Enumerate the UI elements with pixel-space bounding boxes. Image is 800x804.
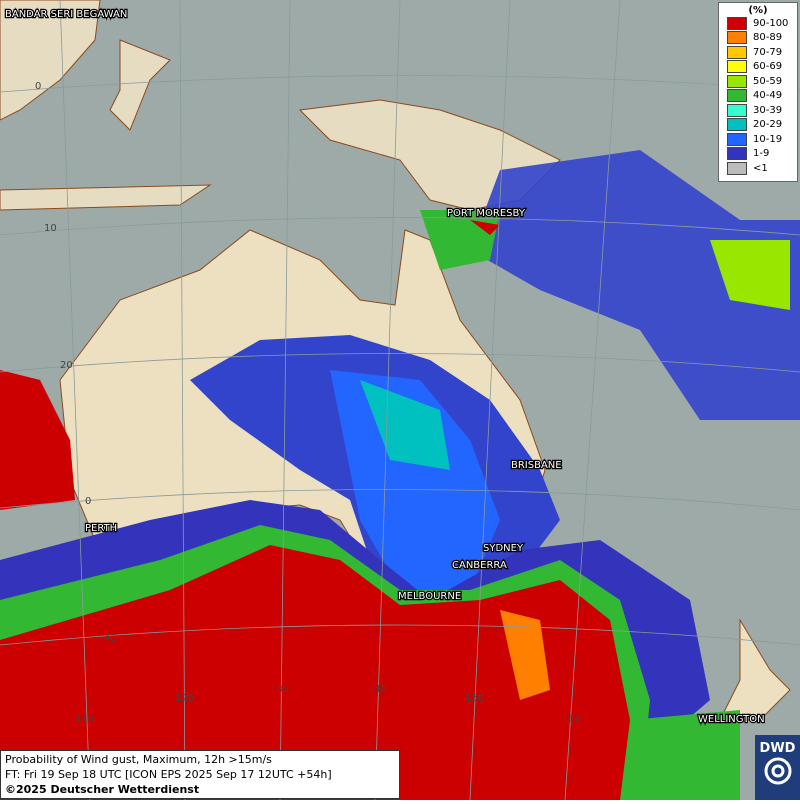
footer-copyright: ©2025 Deutscher Wetterdienst xyxy=(5,783,200,796)
legend-swatch xyxy=(727,161,747,175)
legend-entry: 60-69 xyxy=(727,60,797,75)
logo-text: DWD xyxy=(759,741,796,756)
prob-field-nz xyxy=(630,710,740,800)
city-label: PERTH xyxy=(85,523,117,534)
legend: (%) 90-100 80-89 70-79 60-69 50-59 40-49 30-39… xyxy=(718,2,798,182)
legend-swatch xyxy=(727,74,747,88)
land-sulawesi xyxy=(109,39,171,131)
longitude-label: 120 xyxy=(175,693,194,704)
prob-field-south-high xyxy=(0,545,630,800)
legend-swatch xyxy=(727,118,747,132)
city-label: BRISBANE xyxy=(511,460,562,471)
legend-label: 80-89 xyxy=(753,32,783,44)
logo: DWD xyxy=(755,735,800,800)
legend-label: 50-59 xyxy=(753,75,783,87)
legend-label: 1-9 xyxy=(753,148,770,160)
footer-title: Probability of Wind gust, Maximum, 12h >… xyxy=(5,753,272,766)
legend-label: 10-19 xyxy=(753,133,783,145)
longitude-label: 130 xyxy=(270,684,289,695)
longitude-label: 160 xyxy=(562,714,581,725)
legend-swatch xyxy=(727,16,747,30)
legend-entry: 20-29 xyxy=(727,118,797,133)
footer-forecast: FT: Fri 19 Sep 18 UTC [ICON EPS 2025 Sep… xyxy=(5,768,332,781)
legend-entry: 10-19 xyxy=(727,132,797,147)
city-label: WELLINGTON xyxy=(698,714,765,725)
legend-swatch xyxy=(727,45,747,59)
prob-field-orange xyxy=(500,610,550,700)
city-label: PORT MORESBY xyxy=(447,208,526,219)
longitude-label: 140 xyxy=(368,684,387,695)
prob-field-ne-green xyxy=(710,240,790,310)
legend-label: 70-79 xyxy=(753,46,783,58)
prob-field-png-red xyxy=(470,220,500,235)
legend-swatch xyxy=(727,147,747,161)
legend-label: 60-69 xyxy=(753,61,783,73)
prob-field-10 xyxy=(330,370,500,590)
land-islands xyxy=(0,184,212,211)
latitude-label: 0 xyxy=(85,496,91,507)
legend-swatch xyxy=(727,103,747,117)
legend-label: 40-49 xyxy=(753,90,783,102)
legend-title: (%) xyxy=(748,5,768,16)
legend-entry: 70-79 xyxy=(727,45,797,60)
legend-swatch xyxy=(727,60,747,74)
legend-label: <1 xyxy=(753,162,768,174)
legend-label: 20-29 xyxy=(753,119,783,131)
legend-entry: 40-49 xyxy=(727,89,797,104)
latitude-label: 40 xyxy=(104,633,117,644)
legend-swatch xyxy=(727,89,747,103)
prob-field-20 xyxy=(360,380,450,470)
legend-swatch xyxy=(727,132,747,146)
city-label: BANDAR SERI BEGAWAN xyxy=(5,9,127,20)
latitude-label: 10 xyxy=(44,223,57,234)
legend-entry: 80-89 xyxy=(727,31,797,46)
longitude-label: 150 xyxy=(465,693,484,704)
longitude-label: 110 xyxy=(75,714,94,725)
legend-entry: 1-9 xyxy=(727,147,797,162)
latitude-label: 20 xyxy=(60,360,73,371)
latitude-label: 0 xyxy=(35,81,41,92)
legend-entry: <1 xyxy=(727,161,797,176)
legend-entry: 50-59 xyxy=(727,74,797,89)
footer: Probability of Wind gust, Maximum, 12h >… xyxy=(0,750,400,799)
prob-field-west xyxy=(0,370,75,510)
legend-entry: 30-39 xyxy=(727,103,797,118)
land-new-zealand-north xyxy=(719,618,791,721)
legend-label: 30-39 xyxy=(753,104,783,116)
logo-icon xyxy=(764,757,791,785)
prob-field-northeast xyxy=(470,150,800,420)
city-label: CANBERRA xyxy=(452,560,507,571)
city-label: SYDNEY xyxy=(483,543,524,554)
legend-entry: 90-100 xyxy=(727,16,797,31)
city-label: MELBOURNE xyxy=(398,591,461,602)
legend-label: 90-100 xyxy=(753,17,789,29)
legend-swatch xyxy=(727,31,747,45)
